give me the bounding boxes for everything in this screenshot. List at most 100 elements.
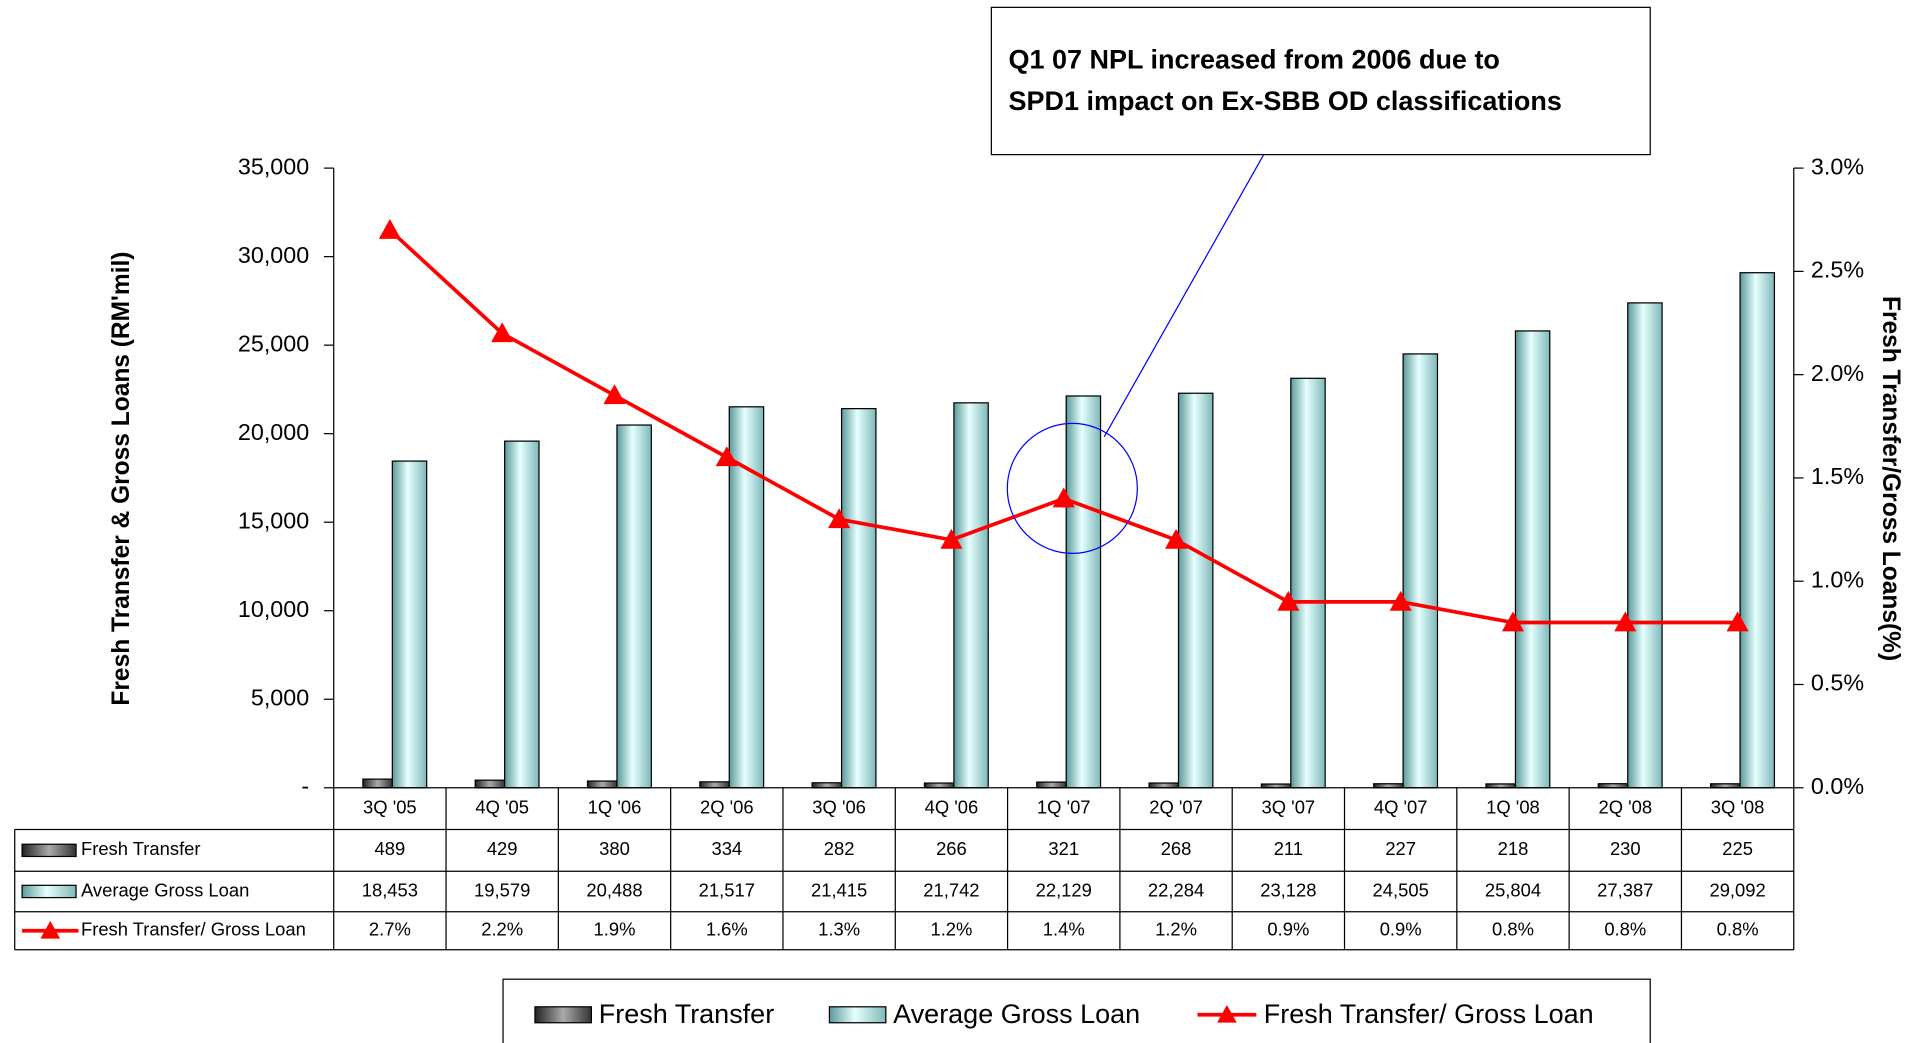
y2-tick-label: 1.5% — [1811, 463, 1864, 489]
y2-tick-label: 2.0% — [1811, 360, 1864, 386]
y-tick-label: 20,000 — [238, 419, 309, 445]
line-marker — [1614, 611, 1637, 632]
legend-label: Fresh Transfer — [599, 999, 774, 1029]
table-row-label: Average Gross Loan — [81, 879, 249, 900]
line-marker — [603, 384, 626, 405]
bar — [1739, 272, 1776, 789]
bar — [1177, 392, 1214, 789]
line-marker — [1726, 611, 1749, 632]
y-tick-label: 15,000 — [238, 507, 309, 533]
highlight-circle — [1006, 422, 1138, 555]
table-cell: 1.3% — [818, 919, 860, 940]
x-tick-label: 4Q '07 — [1374, 796, 1428, 817]
y-axis-title: Fresh Transfer & Gross Loans (RM'mil) — [108, 252, 135, 706]
legend-swatch — [1217, 1004, 1237, 1023]
table-cell: 218 — [1498, 838, 1529, 859]
table-cell: 22,129 — [1036, 879, 1092, 900]
table-cell: 227 — [1385, 838, 1416, 859]
y-tick-label: 10,000 — [238, 596, 309, 622]
x-tick-label: 4Q '06 — [925, 796, 979, 817]
legend-swatch — [21, 843, 77, 858]
y2-tick-label: 1.0% — [1811, 566, 1864, 592]
line-marker — [1389, 590, 1412, 611]
bar — [362, 778, 393, 789]
table-cell: 1.6% — [706, 919, 748, 940]
bar — [699, 781, 730, 789]
table-cell: 23,128 — [1260, 879, 1316, 900]
table-cell: 22,284 — [1148, 879, 1204, 900]
legend-swatch — [828, 1006, 887, 1024]
legend-swatch — [21, 884, 77, 899]
table-cell: 2.2% — [481, 919, 523, 940]
annotation-box — [990, 6, 1651, 156]
table-cell: 1.2% — [1155, 919, 1197, 940]
bar — [391, 460, 428, 789]
bar — [1036, 781, 1067, 789]
legend-swatch — [40, 920, 61, 939]
table-cell: 1.4% — [1043, 919, 1085, 940]
line-marker — [940, 528, 963, 549]
x-tick-label: 3Q '08 — [1711, 796, 1765, 817]
table-cell: 20,488 — [586, 879, 642, 900]
line-marker — [1052, 487, 1075, 508]
bar — [474, 779, 506, 789]
bar — [1514, 330, 1551, 789]
y2-tick-label: 0.0% — [1811, 773, 1864, 799]
legend-label: Average Gross Loan — [893, 999, 1140, 1029]
table-cell: 380 — [599, 838, 630, 859]
table-cell: 29,092 — [1709, 879, 1765, 900]
legend-label: Fresh Transfer/ Gross Loan — [1264, 999, 1594, 1029]
line-marker — [491, 322, 514, 343]
y2-tick-label: 0.5% — [1811, 670, 1864, 696]
y2-tick-label: 3.0% — [1811, 153, 1864, 179]
bar — [1148, 782, 1180, 789]
y-tick-label: - — [301, 773, 309, 799]
y-tick-label: 25,000 — [238, 330, 309, 356]
table-cell: 2.7% — [369, 919, 411, 940]
table-cell: 211 — [1274, 838, 1303, 859]
bar — [923, 782, 955, 789]
table-cell: 0.8% — [1492, 919, 1534, 940]
x-tick-label: 1Q '08 — [1486, 796, 1540, 817]
bar — [840, 408, 877, 789]
x-tick-label: 3Q '06 — [812, 796, 866, 817]
x-tick-label: 3Q '05 — [363, 796, 417, 817]
annotation-pointer — [1103, 154, 1265, 438]
x-tick-label: 2Q '08 — [1598, 796, 1652, 817]
table-cell: 1.9% — [594, 919, 636, 940]
table-cell: 24,505 — [1373, 879, 1429, 900]
table-cell: 21,517 — [699, 879, 755, 900]
y-tick-label: 5,000 — [251, 684, 309, 710]
table-cell: 21,415 — [811, 879, 867, 900]
y-tick-label: 35,000 — [238, 153, 309, 179]
table-cell: 18,453 — [362, 879, 418, 900]
annotation: Q1 07 NPL increased from 2006 due to — [1009, 44, 1500, 74]
y2-axis-title: Fresh Transfer/Gross Loans(%) — [1877, 296, 1904, 661]
bar — [728, 406, 765, 789]
bar — [586, 780, 618, 789]
line-marker — [828, 508, 851, 529]
table-row-label: Fresh Transfer/ Gross Loan — [81, 919, 306, 940]
bar — [1065, 395, 1102, 789]
table-cell: 0.9% — [1267, 919, 1309, 940]
x-tick-label: 1Q '06 — [588, 796, 642, 817]
bar — [953, 402, 989, 789]
line-marker — [378, 219, 401, 239]
line-marker — [1277, 590, 1300, 611]
table-cell: 429 — [487, 838, 518, 859]
legend-swatch — [534, 1006, 592, 1024]
table-cell: 21,742 — [923, 879, 979, 900]
annotation: SPD1 impact on Ex-SBB OD classifications — [1009, 86, 1562, 116]
bar — [1402, 353, 1439, 789]
y-tick-label: 30,000 — [238, 242, 309, 268]
legend-box — [502, 978, 1651, 1043]
x-tick-label: 1Q '07 — [1037, 796, 1091, 817]
x-tick-label: 3Q '07 — [1262, 796, 1316, 817]
bar — [1627, 302, 1663, 789]
table-cell: 1.2% — [930, 919, 972, 940]
line-marker — [1501, 611, 1525, 632]
x-tick-label: 2Q '06 — [700, 796, 754, 817]
table-cell: 268 — [1161, 838, 1192, 859]
bar — [811, 782, 843, 789]
